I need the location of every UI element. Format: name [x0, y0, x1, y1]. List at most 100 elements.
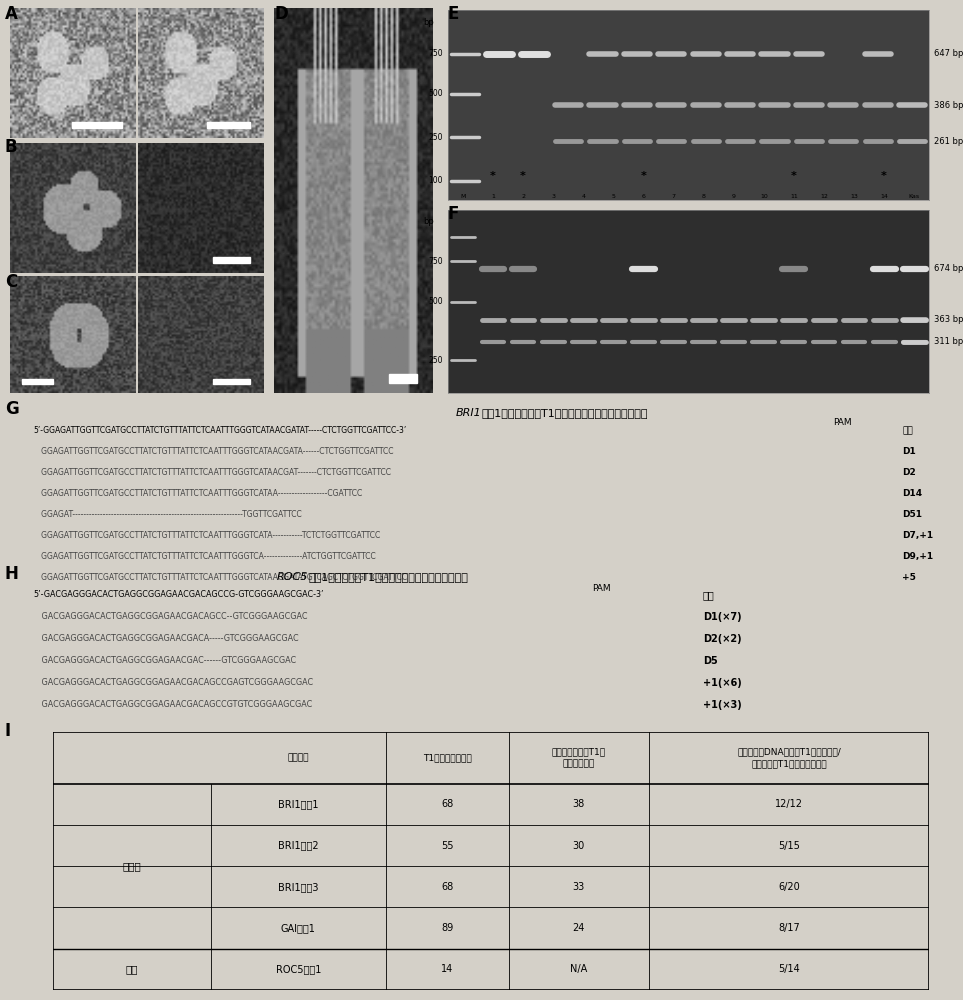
Text: D: D [274, 5, 288, 23]
Text: +1(×3): +1(×3) [703, 700, 742, 710]
Text: 6: 6 [641, 194, 645, 199]
Text: D5: D5 [703, 656, 717, 666]
Text: 33: 33 [573, 882, 585, 892]
Text: 500: 500 [429, 89, 443, 98]
Text: *: * [640, 171, 646, 181]
Text: G: G [5, 400, 18, 418]
Text: 647 bp: 647 bp [934, 49, 963, 58]
Text: 目的位点: 目的位点 [288, 753, 309, 762]
Text: bp: bp [424, 217, 434, 226]
Text: GGAGAT--------------------------------------------------------------TGGTTCGATTCC: GGAGAT----------------------------------… [34, 510, 301, 519]
Text: PAM: PAM [833, 418, 851, 427]
Text: 显示预期表型的T1代
转基因苗数目: 显示预期表型的T1代 转基因苗数目 [552, 748, 606, 768]
Text: 68: 68 [441, 799, 454, 809]
Text: 13: 13 [850, 194, 858, 199]
Text: 363 bp: 363 bp [934, 315, 963, 324]
Text: 4: 4 [582, 194, 586, 199]
Text: 5/14: 5/14 [778, 964, 800, 974]
Text: bp: bp [424, 18, 434, 27]
Bar [22, 379, 54, 384]
Text: GGAGATTGGTTCGATGCCTTATCTGTTTATTCTCAATTTGGGTCATA-----------TCTCTGGTTCGATTCC: GGAGATTGGTTCGATGCCTTATCTGTTTATTCTCAATTTG… [34, 531, 380, 540]
Text: 100: 100 [429, 176, 443, 185]
Text: 261 bp: 261 bp [934, 137, 963, 146]
Text: 7: 7 [671, 194, 675, 199]
Bar [207, 122, 250, 128]
Text: D9,+1: D9,+1 [902, 552, 933, 561]
Text: Kas: Kas [909, 194, 920, 199]
Text: C: C [5, 273, 17, 291]
Text: BRI1: BRI1 [455, 408, 482, 418]
Text: 38: 38 [573, 799, 585, 809]
Text: 10: 10 [760, 194, 768, 199]
Text: *: * [520, 171, 526, 181]
Text: 5’-GGAGATTGGTTCGATGCCTTATCTGTTTATTCTCAATTTGGGTCATAACGATAT-----CTCTGGTTCGATTCC-3’: 5’-GGAGATTGGTTCGATGCCTTATCTGTTTATTCTCAAT… [34, 426, 407, 435]
Text: E: E [448, 5, 459, 23]
Text: D1(×7): D1(×7) [703, 612, 742, 622]
Text: 750: 750 [429, 49, 443, 58]
Text: 8/17: 8/17 [778, 923, 800, 933]
Text: 250: 250 [429, 133, 443, 142]
Text: 386 bp: 386 bp [934, 101, 963, 109]
Text: D14: D14 [902, 489, 923, 498]
Text: 11: 11 [790, 194, 797, 199]
Text: 2: 2 [521, 194, 525, 199]
Text: GGAGATTGGTTCGATGCCTTATCTGTTTATTCTCAATTTGGGTCATAACGATA------CTCTGGTTCGATTCC: GGAGATTGGTTCGATGCCTTATCTGTTTATTCTCAATTTG… [34, 447, 393, 456]
Text: GAI位点1: GAI位点1 [281, 923, 316, 933]
Text: +5: +5 [902, 573, 916, 582]
Text: GACGAGGGACACTGAGGCGGAGAACGACAGCCGAGTCGGGAAGCGAC: GACGAGGGACACTGAGGCGGAGAACGACAGCCGAGTCGGG… [34, 678, 313, 687]
Text: GGAGATTGGTTCGATGCCTTATCTGTTTATTCTCAATTTGGGTCA--------------ATCTGGTTCGATTCC: GGAGATTGGTTCGATGCCTTATCTGTTTATTCTCAATTTG… [34, 552, 376, 561]
Text: 68: 68 [441, 882, 454, 892]
Text: 674 bp: 674 bp [934, 264, 963, 273]
Text: GGAGATTGGTTCGATGCCTTATCTGTTTATTCTCAATTTGGGTCATAA------------------CGATTCC: GGAGATTGGTTCGATGCCTTATCTGTTTATTCTCAATTTG… [34, 489, 362, 498]
Text: +1(×6): +1(×6) [703, 678, 742, 688]
Text: 8: 8 [702, 194, 706, 199]
Text: 6/20: 6/20 [778, 882, 800, 892]
Text: D2: D2 [902, 468, 916, 477]
Text: H: H [5, 565, 18, 583]
Text: 位点1的一株水稻T1代转基因苗所检测到的突变情况: 位点1的一株水稻T1代转基因苗所检测到的突变情况 [308, 572, 468, 582]
Text: D7,+1: D7,+1 [902, 531, 933, 540]
Text: GGAGATTGGTTCGATGCCTTATCTGTTTATTCTCAATTTGGGTCATAACGATATGTCAGCTCTGGTTCGATTCC: GGAGATTGGTTCGATGCCTTATCTGTTTATTCTCAATTTG… [34, 573, 406, 582]
Text: 12: 12 [820, 194, 828, 199]
Text: BRI1位点1: BRI1位点1 [278, 799, 319, 809]
Text: GACGAGGGACACTGAGGCGGAGAACGACA-----GTCGGGAAGCGAC: GACGAGGGACACTGAGGCGGAGAACGACA-----GTCGGG… [34, 634, 299, 643]
Text: 14: 14 [880, 194, 888, 199]
Text: F: F [448, 205, 459, 223]
Text: *: * [490, 171, 496, 181]
Text: 12/12: 12/12 [775, 799, 803, 809]
Text: 对照: 对照 [902, 426, 913, 435]
Text: *: * [881, 171, 887, 181]
Text: T1代转基因苗数目: T1代转基因苗数目 [423, 753, 472, 762]
Text: GACGAGGGACACTGAGGCGGAGAACGAC------GTCGGGAAGCGAC: GACGAGGGACACTGAGGCGGAGAACGAC------GTCGGG… [34, 656, 296, 665]
Text: B: B [5, 138, 17, 156]
Text: 30: 30 [573, 841, 585, 851]
Text: 5’-GACGAGGGACACTGAGGCGGAGAACGACAGCCG-GTCGGGAAGCGAC-3’: 5’-GACGAGGGACACTGAGGCGGAGAACGACAGCCG-GTC… [34, 590, 325, 599]
Text: BRI1位点2: BRI1位点2 [278, 841, 319, 851]
Text: 89: 89 [441, 923, 454, 933]
Bar [72, 122, 122, 128]
Text: ROC5位点1: ROC5位点1 [275, 964, 321, 974]
Text: 5/15: 5/15 [778, 841, 800, 851]
Text: D2(×2): D2(×2) [703, 634, 742, 644]
Bar [213, 379, 250, 384]
Text: BRI1位点3: BRI1位点3 [278, 882, 319, 892]
Text: 位点1的一株拟南芥T1代转基因苗所检测到的突变情况: 位点1的一株拟南芥T1代转基因苗所检测到的突变情况 [482, 408, 648, 418]
Text: 1: 1 [491, 194, 495, 199]
Text: 对照: 对照 [703, 590, 715, 600]
Text: GACGAGGGACACTGAGGCGGAGAACGACAGCCGTGTCGGGAAGCGAC: GACGAGGGACACTGAGGCGGAGAACGACAGCCGTGTCGGG… [34, 700, 312, 709]
Text: 3: 3 [551, 194, 555, 199]
Bar [213, 257, 250, 263]
Text: 9: 9 [732, 194, 736, 199]
Text: A: A [5, 5, 17, 23]
Text: PAM: PAM [592, 584, 611, 593]
Text: 250: 250 [429, 356, 443, 365]
Text: GGAGATTGGTTCGATGCCTTATCTGTTTATTCTCAATTTGGGTCATAACGAT-------CTCTGGTTCGATTCC: GGAGATTGGTTCGATGCCTTATCTGTTTATTCTCAATTTG… [34, 468, 391, 477]
Text: 14: 14 [441, 964, 454, 974]
Text: 24: 24 [573, 923, 585, 933]
Text: 5: 5 [612, 194, 615, 199]
Text: 311 bp: 311 bp [934, 337, 963, 346]
Text: I: I [5, 722, 11, 740]
Text: 750: 750 [429, 257, 443, 266]
Text: 55: 55 [441, 841, 454, 851]
Text: D1: D1 [902, 447, 916, 456]
